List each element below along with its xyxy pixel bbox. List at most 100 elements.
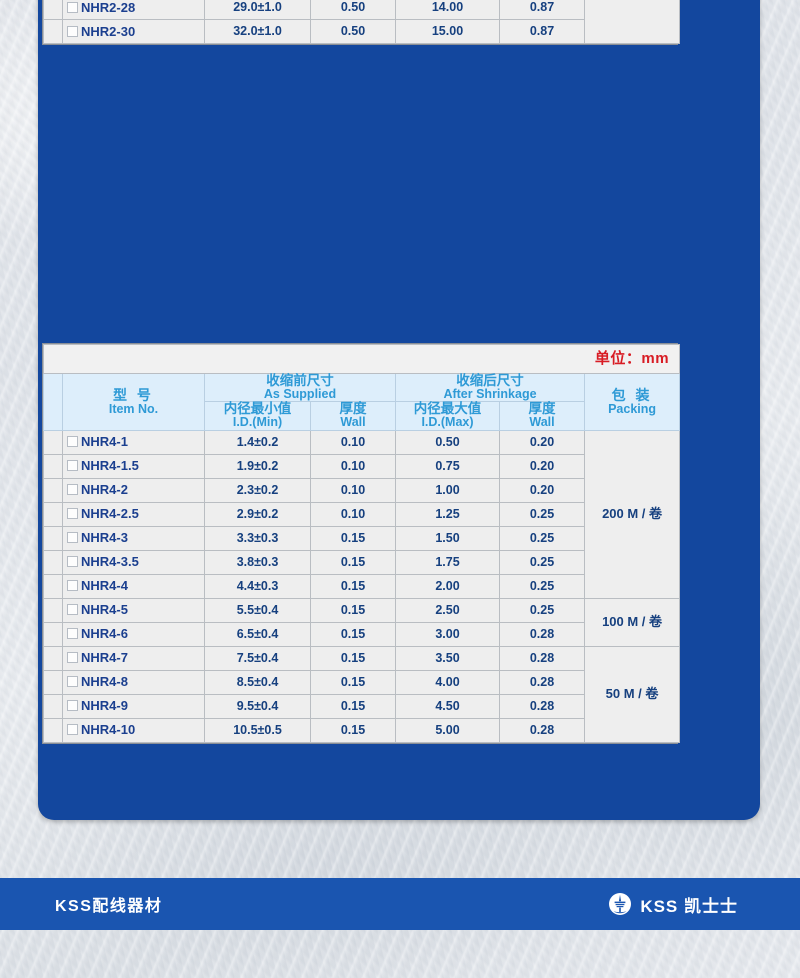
- unit-note-text: 单位：mm: [594, 350, 670, 368]
- id-max-cell: 1.00: [395, 477, 500, 503]
- wall-supplied-cell: 0.15: [310, 693, 396, 719]
- row-spacer-cell: [43, 525, 63, 551]
- id-min-cell: 3.3±0.3: [204, 525, 311, 551]
- row-checkbox[interactable]: [67, 508, 78, 520]
- id-max-cell: 2.50: [395, 597, 500, 623]
- id-min-cell: 1.4±0.2: [204, 429, 311, 455]
- wall-supplied-cell: 0.10: [310, 453, 396, 479]
- item-no-cell[interactable]: NHR4-9: [62, 693, 205, 719]
- item-no-cell[interactable]: NHR4-5: [62, 597, 205, 623]
- table-row[interactable]: NHR4-8 8.5±0.4 0.15 4.00 0.28: [43, 669, 680, 695]
- row-checkbox[interactable]: [67, 532, 78, 544]
- id-min-cell: 4.4±0.3: [204, 573, 311, 599]
- header-after-shrinkage-cn: 收缩后尺寸: [456, 373, 524, 388]
- header-as-supplied: 收缩前尺寸 As Supplied: [204, 372, 396, 403]
- row-spacer-cell: [43, 621, 63, 647]
- wall-shrunk-cell: 0.25: [499, 549, 585, 575]
- header-as-supplied-cn: 收缩前尺寸: [266, 373, 334, 388]
- wall-supplied-cell: 0.50: [310, 0, 396, 20]
- row-checkbox[interactable]: [67, 628, 78, 640]
- item-no-label: NHR4-5: [81, 602, 128, 618]
- wall-shrunk-cell: 0.20: [499, 429, 585, 455]
- table-row[interactable]: NHR4-4 4.4±0.3 0.15 2.00 0.25: [43, 573, 680, 599]
- row-checkbox[interactable]: [67, 484, 78, 496]
- row-checkbox[interactable]: [67, 724, 78, 736]
- item-no-cell[interactable]: NHR4-3.5: [62, 549, 205, 575]
- item-no-cell[interactable]: NHR4-1: [62, 429, 205, 455]
- row-checkbox[interactable]: [67, 700, 78, 712]
- wall-shrunk-cell: 0.28: [499, 717, 585, 743]
- table-row[interactable]: NHR4-10 10.5±0.5 0.15 5.00 0.28: [43, 717, 680, 743]
- table-row[interactable]: NHR2-28 29.0±1.0 0.50 14.00 0.87: [43, 0, 680, 20]
- wall-shrunk-cell: 0.28: [499, 669, 585, 695]
- item-no-cell[interactable]: NHR4-2.5: [62, 501, 205, 527]
- id-max-cell: 14.00: [395, 0, 500, 20]
- wall-shrunk-cell: 0.28: [499, 693, 585, 719]
- item-no-label: NHR2-30: [81, 23, 136, 39]
- row-checkbox[interactable]: [67, 676, 78, 688]
- item-no-cell[interactable]: NHR4-7: [62, 645, 205, 671]
- table-row[interactable]: NHR4-5 5.5±0.4 0.15 2.50 0.25 100 M / 卷: [43, 597, 681, 647]
- nhr4-table: 单位：mm 型 号 Item No. 收缩前尺寸 As Supplied 收缩后…: [42, 344, 681, 743]
- wall-shrunk-cell: 0.28: [499, 621, 585, 647]
- packing-cell: 50 M / 卷: [584, 0, 680, 44]
- packing-cell: 100 M / 卷: [583, 597, 681, 647]
- packing-cell: 50 M / 卷: [583, 645, 681, 743]
- table-row[interactable]: NHR4-7 7.5±0.4 0.15 3.50 0.28 50 M / 卷: [43, 645, 681, 743]
- wall-supplied-cell: 0.50: [310, 19, 396, 44]
- header-id-max: 内径最大值 I.D.(Max): [395, 401, 500, 431]
- item-no-cell[interactable]: NHR2-30: [62, 19, 205, 44]
- table-row[interactable]: NHR4-3 3.3±0.3 0.15 1.50 0.25: [43, 525, 680, 551]
- id-max-cell: 1.25: [395, 501, 500, 527]
- item-no-cell[interactable]: NHR4-2: [62, 477, 205, 503]
- nhr2-spec-table: NHR2-1111.4±0.40.255.500.5650 M / 卷NHR2-…: [42, 0, 680, 45]
- item-no-cell[interactable]: NHR4-6: [62, 621, 205, 647]
- table-row[interactable]: NHR4-6 6.5±0.4 0.15 3.00 0.28: [43, 621, 680, 647]
- nhr4-spec-table: 单位：mm 型 号 Item No. 收缩前尺寸 As Supplied 收缩后…: [42, 343, 681, 744]
- table-row[interactable]: NHR4-1.5 1.9±0.2 0.10 0.75 0.20: [43, 453, 680, 479]
- header-item-no: 型 号 Item No.: [62, 373, 205, 431]
- row-checkbox[interactable]: [67, 604, 78, 616]
- item-no-label: NHR4-7: [81, 650, 128, 666]
- row-checkbox[interactable]: [67, 652, 78, 664]
- row-spacer-cell: [43, 0, 63, 20]
- row-spacer-cell: [43, 19, 63, 44]
- row-checkbox[interactable]: [67, 580, 78, 592]
- id-max-cell: 1.75: [395, 549, 500, 575]
- row-spacer-cell: [43, 453, 63, 479]
- row-checkbox[interactable]: [67, 25, 78, 37]
- table-row[interactable]: NHR4-3.5 3.8±0.3 0.15 1.75 0.25: [43, 549, 680, 575]
- item-no-label: NHR4-8: [81, 674, 128, 690]
- footer-bar: KSS配线器材 KSS 凯士士: [0, 878, 800, 930]
- wall-supplied-cell: 0.15: [310, 573, 396, 599]
- row-checkbox[interactable]: [67, 1, 78, 13]
- id-max-cell: 3.00: [395, 621, 500, 647]
- row-spacer-cell: [43, 717, 63, 743]
- item-no-cell[interactable]: NHR4-10: [62, 717, 205, 743]
- id-max-cell: 1.50: [395, 525, 500, 551]
- item-no-cell[interactable]: NHR4-1.5: [62, 453, 205, 479]
- wall-supplied-cell: 0.10: [310, 429, 396, 455]
- item-no-cell[interactable]: NHR2-28: [62, 0, 205, 20]
- table-row[interactable]: NHR2-30 32.0±1.0 0.50 15.00 0.87: [43, 19, 680, 44]
- row-spacer-cell: [43, 477, 63, 503]
- table-row[interactable]: NHR4-2.5 2.9±0.2 0.10 1.25 0.25: [43, 501, 680, 527]
- table-row[interactable]: NHR4-1 1.4±0.2 0.10 0.50 0.20 200 M / 卷: [43, 429, 681, 599]
- header-after-shrinkage: 收缩后尺寸 After Shrinkage: [395, 372, 585, 403]
- row-checkbox[interactable]: [67, 436, 78, 448]
- item-no-cell[interactable]: NHR4-8: [62, 669, 205, 695]
- row-spacer-cell: [43, 573, 63, 599]
- row-checkbox[interactable]: [67, 556, 78, 568]
- id-min-cell: 6.5±0.4: [204, 621, 311, 647]
- table-row[interactable]: NHR4-9 9.5±0.4 0.15 4.50 0.28: [43, 693, 680, 719]
- header-item-no-cn: 型 号: [113, 386, 154, 403]
- item-no-cell[interactable]: NHR4-4: [62, 573, 205, 599]
- row-checkbox[interactable]: [67, 460, 78, 472]
- item-no-label: NHR4-2: [81, 482, 128, 498]
- table-row[interactable]: NHR4-2 2.3±0.2 0.10 1.00 0.20: [43, 477, 680, 503]
- item-no-label: NHR4-3.5: [81, 554, 139, 570]
- item-no-label: NHR4-4: [81, 578, 128, 594]
- header-wall-shrunk: 厚度 Wall: [499, 401, 585, 431]
- item-no-cell[interactable]: NHR4-3: [62, 525, 205, 551]
- item-no-label: NHR2-28: [81, 0, 136, 15]
